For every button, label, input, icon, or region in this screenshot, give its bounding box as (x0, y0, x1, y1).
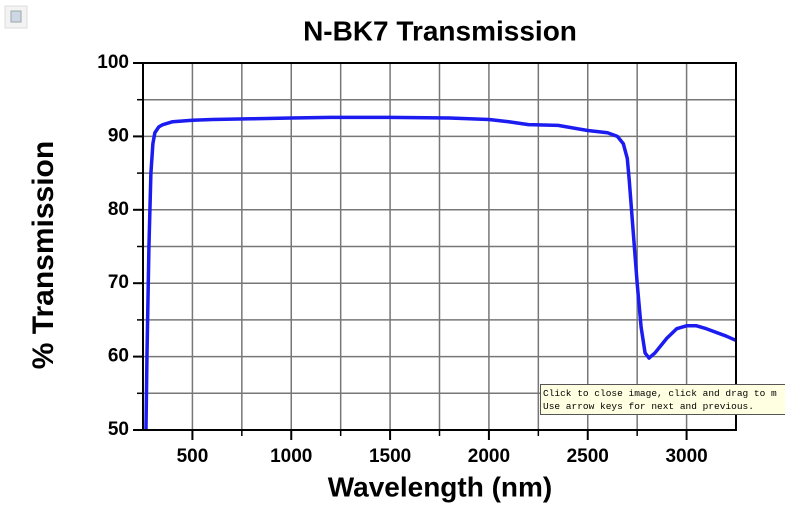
y-tick-label: 70 (108, 272, 129, 293)
x-tick-label: 2500 (567, 446, 609, 467)
x-tick-label: 2000 (468, 446, 510, 467)
plot-frame (142, 62, 737, 431)
save-icon-glyph (10, 10, 22, 23)
data-line (144, 115, 737, 431)
y-tick-label: 60 (108, 346, 129, 367)
chart-title: N-BK7 Transmission (303, 15, 577, 46)
y-tick-label: 90 (108, 125, 129, 146)
x-tick-label: 500 (177, 446, 209, 467)
tooltip-line: Click to close image, click and drag to … (543, 388, 777, 399)
x-axis-label: Wavelength (nm) (328, 471, 553, 502)
x-tick-label: 1500 (369, 446, 411, 467)
y-tick-label: 100 (97, 52, 129, 73)
y-axis-label: % Transmission (27, 141, 60, 369)
y-tick-label: 50 (108, 419, 129, 440)
tooltip-line: Use arrow keys for next and previous. (543, 401, 754, 412)
x-tick-label: 1000 (270, 446, 312, 467)
plot (144, 115, 737, 431)
y-tick-label: 80 (108, 199, 129, 220)
x-tick-label: 3000 (665, 446, 707, 467)
tooltip[interactable]: Click to close image, click and drag to … (540, 384, 785, 415)
